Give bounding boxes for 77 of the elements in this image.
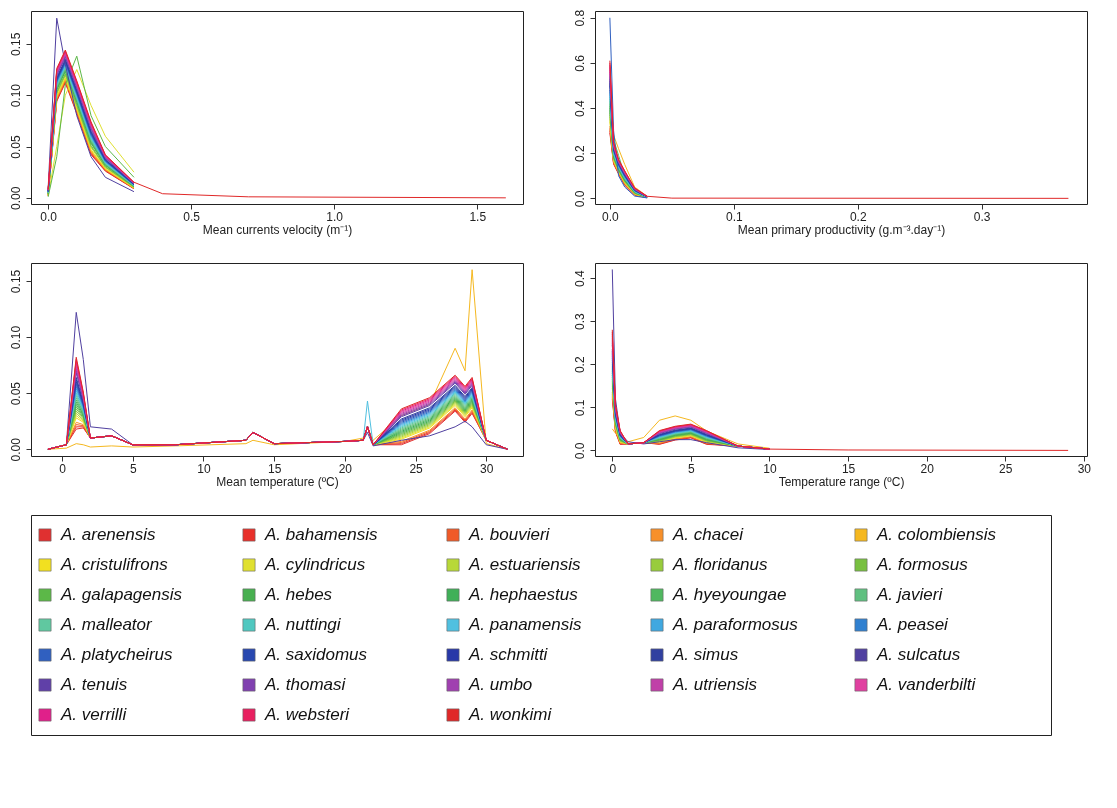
x-tick-label: 5 bbox=[129, 461, 137, 476]
legend-label: A. hephaestus bbox=[468, 585, 579, 604]
legend-label: A. websteri bbox=[264, 705, 351, 724]
legend-label: A. verrilli bbox=[60, 705, 128, 724]
legend-label: A. nuttingi bbox=[264, 615, 342, 634]
legend-label: A. formosus bbox=[876, 555, 969, 574]
legend-label: A. hebes bbox=[264, 585, 333, 604]
x-tick-label: 1.5 bbox=[469, 209, 487, 224]
legend-label: A. javieri bbox=[876, 585, 944, 604]
legend-label: A. panamensis bbox=[468, 615, 582, 634]
y-tick-label: 0.15 bbox=[8, 269, 23, 294]
legend-label: A. bouvieri bbox=[468, 525, 551, 544]
legend-label: A. platycheirus bbox=[60, 645, 173, 664]
x-tick-label: 20 bbox=[338, 461, 353, 476]
legend-label: A. hyeyoungae bbox=[672, 585, 787, 604]
legend-label: A. paraformosus bbox=[672, 615, 799, 634]
y-tick-label: 0.6 bbox=[572, 54, 587, 72]
y-tick-label: 0.4 bbox=[572, 99, 587, 117]
x-axis-title: Mean currents velocity (m⁻¹) bbox=[202, 222, 353, 237]
x-tick-label: 0 bbox=[59, 461, 67, 476]
x-tick-label: 1.0 bbox=[326, 209, 344, 224]
x-tick-label: 0.5 bbox=[183, 209, 201, 224]
x-axis-title: Mean primary productivity (g.m⁻³.day⁻¹) bbox=[737, 222, 946, 237]
x-tick-label: 10 bbox=[763, 461, 777, 476]
legend-label: A. chacei bbox=[672, 525, 745, 544]
legend-label: A. estuariensis bbox=[468, 555, 581, 574]
legend-label: A. arenensis bbox=[60, 525, 156, 544]
y-tick-label: 0.10 bbox=[8, 83, 23, 108]
x-tick-label: 5 bbox=[688, 461, 696, 476]
x-tick-label: 0.1 bbox=[725, 209, 743, 224]
y-tick-label: 0.1 bbox=[572, 399, 587, 417]
y-tick-label: 0.0 bbox=[572, 190, 587, 208]
y-tick-label: 0.4 bbox=[572, 269, 587, 287]
x-tick-label: 25 bbox=[999, 461, 1013, 476]
legend-label: A. thomasi bbox=[264, 675, 347, 694]
x-axis-title: Mean temperature (ºC) bbox=[216, 474, 339, 489]
legend-label: A. vanderbilti bbox=[876, 675, 977, 694]
legend-label: A. colombiensis bbox=[876, 525, 997, 544]
legend-label: A. floridanus bbox=[672, 555, 768, 574]
legend-label: A. galapagensis bbox=[60, 585, 183, 604]
legend-label: A. malleator bbox=[60, 615, 154, 634]
x-tick-label: 0.3 bbox=[973, 209, 991, 224]
y-tick-label: 0.05 bbox=[8, 381, 23, 406]
x-tick-label: 20 bbox=[920, 461, 935, 476]
y-tick-label: 0.8 bbox=[572, 9, 587, 27]
legend-label: A. bahamensis bbox=[264, 525, 378, 544]
legend-label: A. tenuis bbox=[60, 675, 128, 694]
x-tick-label: 30 bbox=[1077, 461, 1092, 476]
x-tick-label: 15 bbox=[841, 461, 856, 476]
legend-label: A. peasei bbox=[876, 615, 950, 634]
legend-label: A. simus bbox=[672, 645, 739, 664]
legend-label: A. schmitti bbox=[468, 645, 549, 664]
x-tick-label: 0.2 bbox=[849, 209, 867, 224]
legend-label: A. wonkimi bbox=[468, 705, 553, 724]
x-tick-label: 0 bbox=[609, 461, 617, 476]
y-tick-label: 0.05 bbox=[8, 135, 23, 159]
y-tick-label: 0.00 bbox=[8, 186, 23, 211]
y-tick-label: 0.2 bbox=[572, 356, 587, 374]
x-tick-label: 15 bbox=[267, 461, 282, 476]
legend-label: A. cylindricus bbox=[264, 555, 366, 574]
y-tick-label: 0.10 bbox=[8, 325, 23, 350]
x-tick-label: 10 bbox=[197, 461, 211, 476]
legend-label: A. sulcatus bbox=[876, 645, 961, 664]
legend-label: A. utriensis bbox=[672, 675, 758, 694]
legend-label: A. cristulifrons bbox=[60, 555, 169, 574]
x-tick-label: 30 bbox=[480, 461, 494, 476]
y-tick-label: 0.0 bbox=[572, 442, 587, 460]
legend-label: A. umbo bbox=[468, 675, 533, 694]
y-tick-label: 0.3 bbox=[572, 312, 587, 330]
legend-label: A. saxidomus bbox=[264, 645, 368, 664]
x-tick-label: 0.0 bbox=[40, 209, 58, 224]
x-axis-title: Temperature range (ºC) bbox=[778, 474, 905, 489]
y-tick-label: 0.15 bbox=[8, 32, 23, 57]
y-tick-label: 0.00 bbox=[8, 437, 23, 462]
x-tick-label: 25 bbox=[409, 461, 424, 476]
x-tick-label: 0.0 bbox=[602, 209, 620, 224]
y-tick-label: 0.2 bbox=[572, 145, 587, 163]
